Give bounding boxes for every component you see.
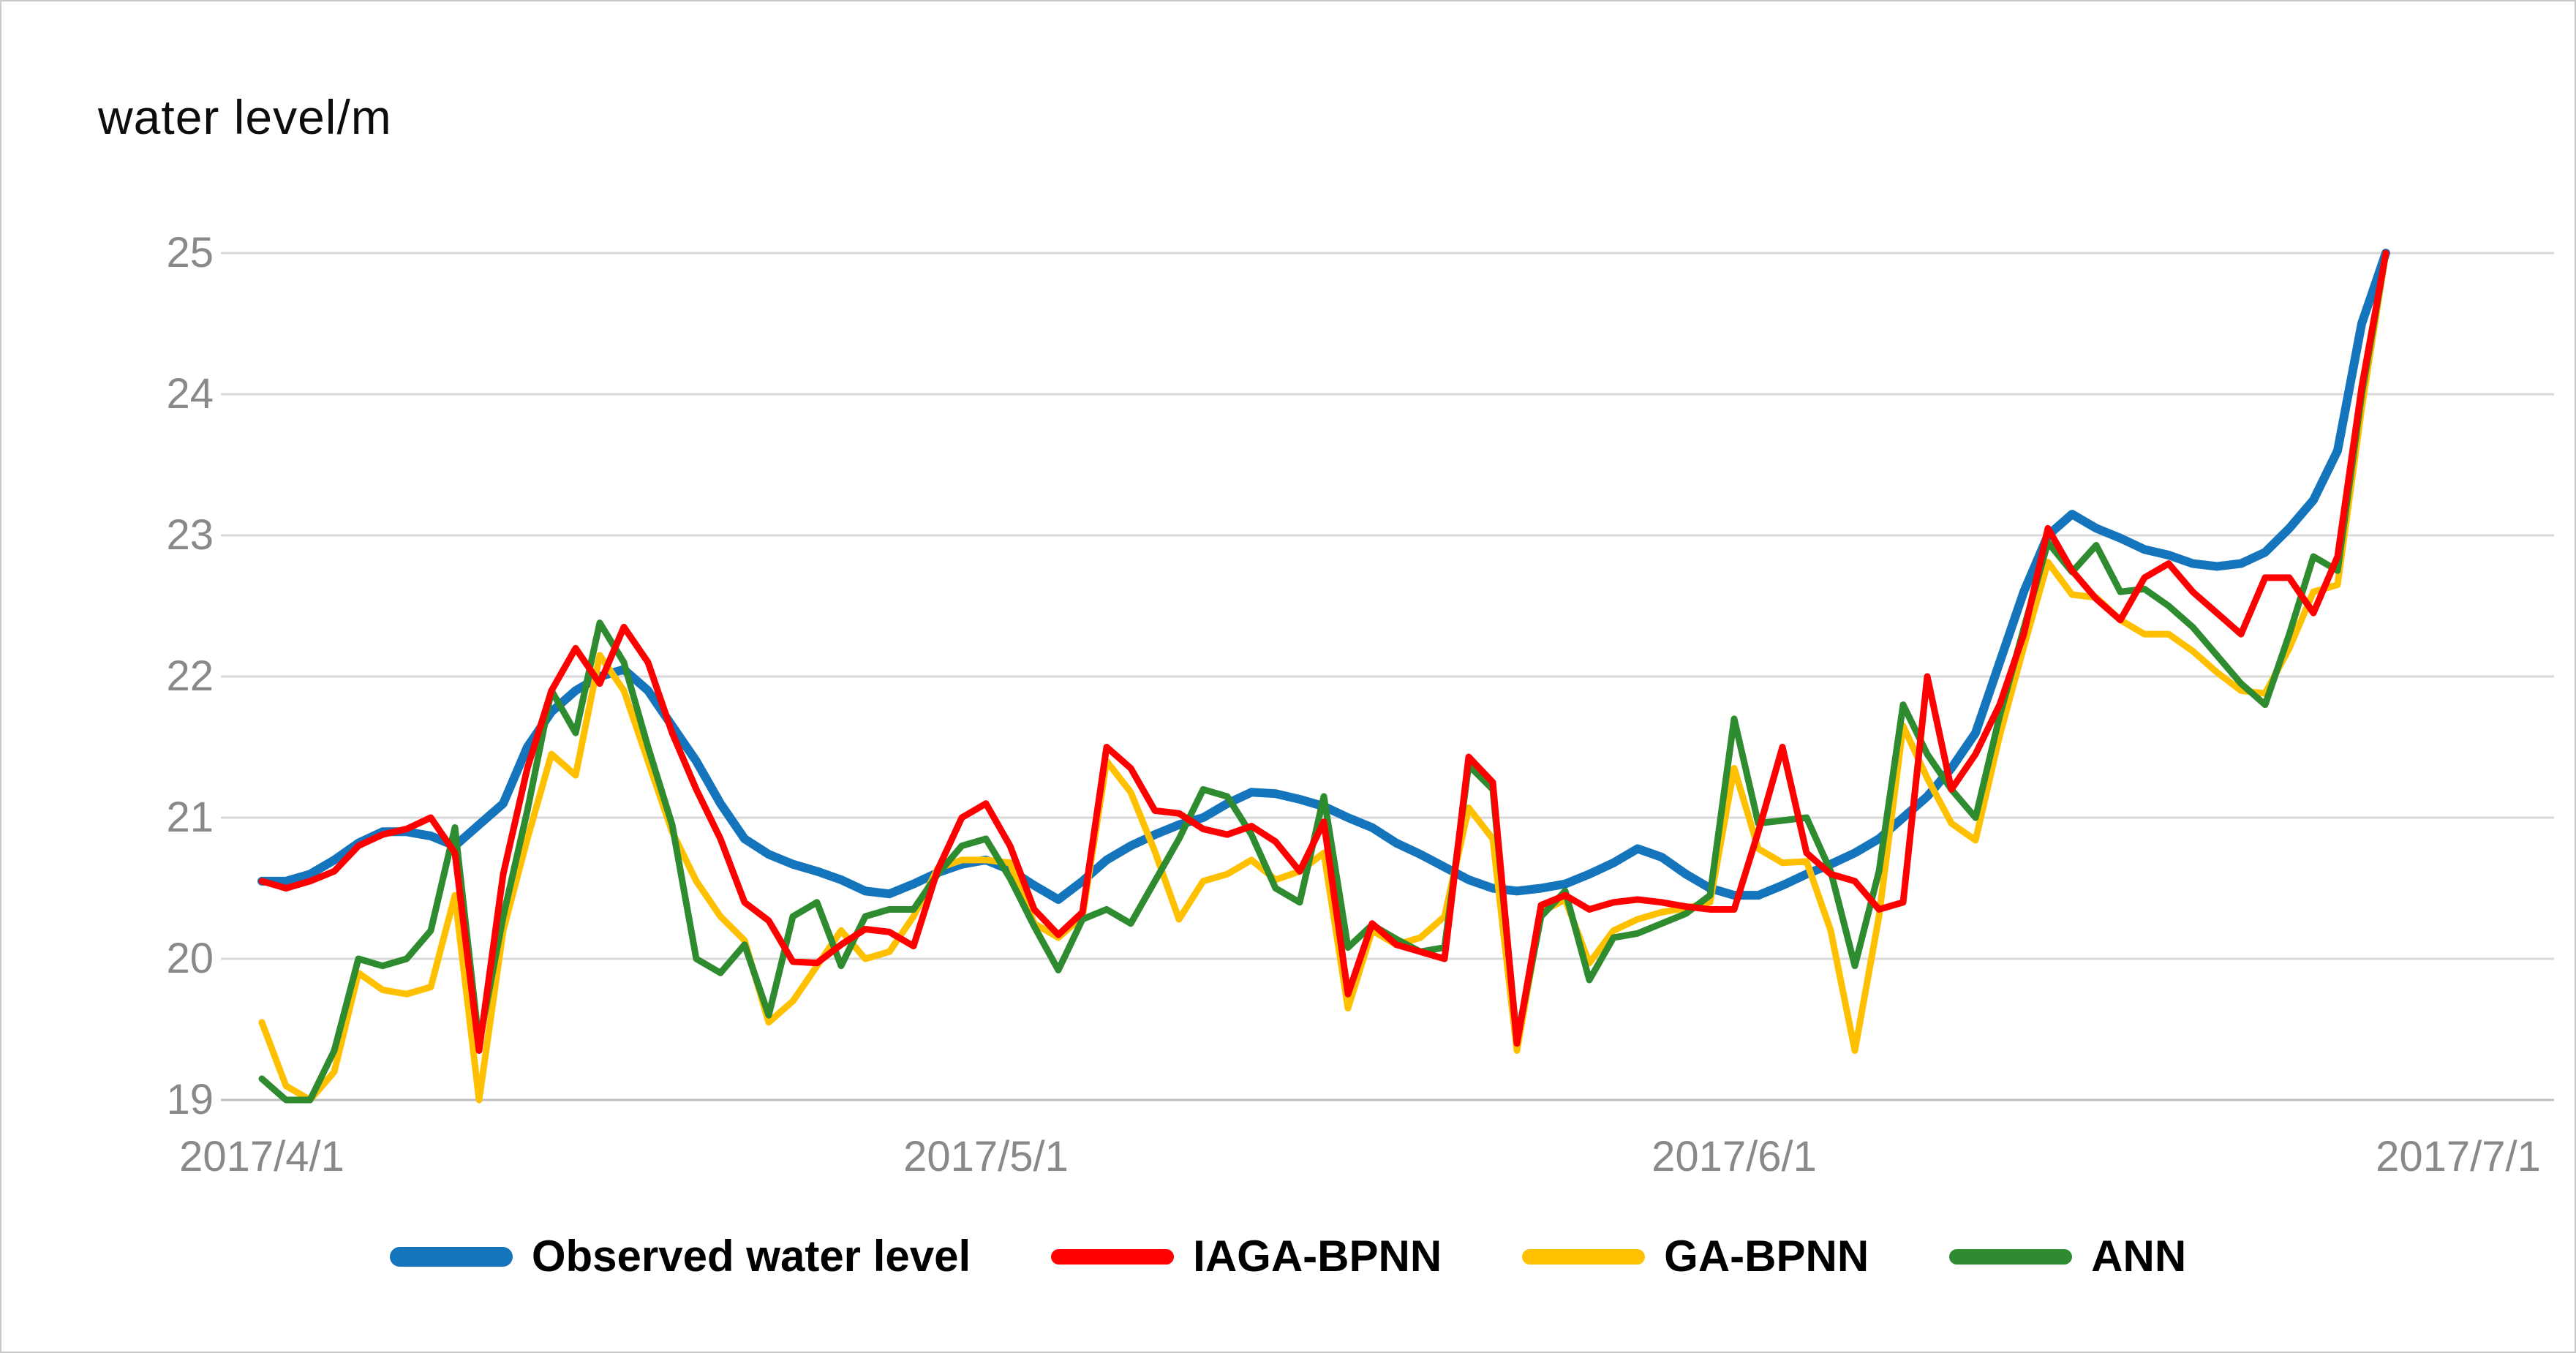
legend-label: IAGA-BPNN bbox=[1193, 1232, 1442, 1281]
y-tick-label: 23 bbox=[166, 511, 214, 559]
series-line-ga-bpnn bbox=[258, 249, 2389, 1104]
legend-item-iaga-bpnn: IAGA-BPNN bbox=[1051, 1230, 1442, 1283]
series-lines bbox=[257, 249, 2390, 1104]
x-tick-label: 2017/4/1 bbox=[179, 1133, 344, 1180]
legend-label: ANN bbox=[2091, 1232, 2187, 1281]
y-tick-label: 25 bbox=[166, 229, 214, 276]
series-line-iaga-bpnn bbox=[258, 249, 2389, 1054]
legend-label: GA-BPNN bbox=[1664, 1232, 1869, 1281]
legend-label: Observed water level bbox=[531, 1232, 971, 1281]
y-tick-label: 20 bbox=[166, 935, 214, 982]
ann-line-swatch-icon bbox=[1949, 1248, 2073, 1265]
x-tick-label: 2017/5/1 bbox=[903, 1133, 1069, 1180]
x-tick-label: 2017/7/1 bbox=[2376, 1133, 2541, 1180]
legend-item-ga-bpnn: GA-BPNN bbox=[1522, 1230, 1869, 1283]
y-tick-label: 19 bbox=[166, 1076, 214, 1123]
y-axis-title: water level/m bbox=[98, 90, 392, 144]
y-tick-label: 22 bbox=[166, 652, 214, 700]
legend-item-ann: ANN bbox=[1949, 1230, 2186, 1283]
legend-item-observed-water-level: Observed water level bbox=[389, 1230, 971, 1283]
y-tick-label: 24 bbox=[166, 370, 214, 418]
observed-water-level-line-swatch-icon bbox=[389, 1246, 513, 1267]
legend: Observed water level IAGA-BPNN GA-BPNN A… bbox=[1, 1230, 2575, 1283]
y-tick-label: 21 bbox=[166, 794, 214, 841]
ga-bpnn-line-swatch-icon bbox=[1522, 1248, 1646, 1265]
x-tick-label: 2017/6/1 bbox=[1652, 1133, 1817, 1180]
iaga-bpnn-line-swatch-icon bbox=[1051, 1248, 1175, 1265]
gridlines bbox=[221, 252, 2554, 1101]
